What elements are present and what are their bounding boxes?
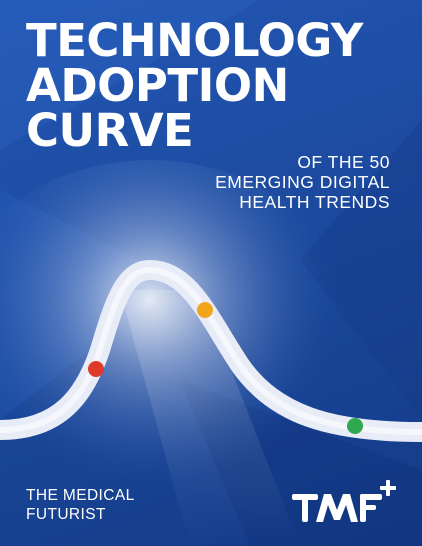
green-marker bbox=[347, 418, 363, 434]
cover-title: TECHNOLOGY ADOPTION CURVE bbox=[26, 18, 363, 153]
background-facet bbox=[0, 0, 260, 150]
adoption-curve-highlight bbox=[0, 266, 422, 435]
background-facet bbox=[300, 120, 422, 420]
subtitle-line: EMERGING DIGITAL bbox=[215, 172, 390, 192]
subtitle-line: HEALTH TRENDS bbox=[239, 192, 390, 212]
publisher-line: THE MEDICAL bbox=[26, 487, 135, 504]
title-line: CURVE bbox=[26, 104, 194, 157]
publisher-line: FUTURIST bbox=[26, 506, 106, 523]
light-beam bbox=[120, 290, 300, 546]
title-line: TECHNOLOGY bbox=[26, 14, 363, 67]
publisher-name: THE MEDICAL FUTURIST bbox=[26, 486, 135, 524]
orange-marker bbox=[197, 302, 213, 318]
title-line: ADOPTION bbox=[26, 59, 289, 112]
subtitle-line: OF THE 50 bbox=[297, 152, 390, 172]
tmf-logo bbox=[292, 480, 396, 522]
cover-subtitle: OF THE 50 EMERGING DIGITAL HEALTH TRENDS bbox=[215, 152, 390, 212]
red-marker bbox=[88, 361, 104, 377]
